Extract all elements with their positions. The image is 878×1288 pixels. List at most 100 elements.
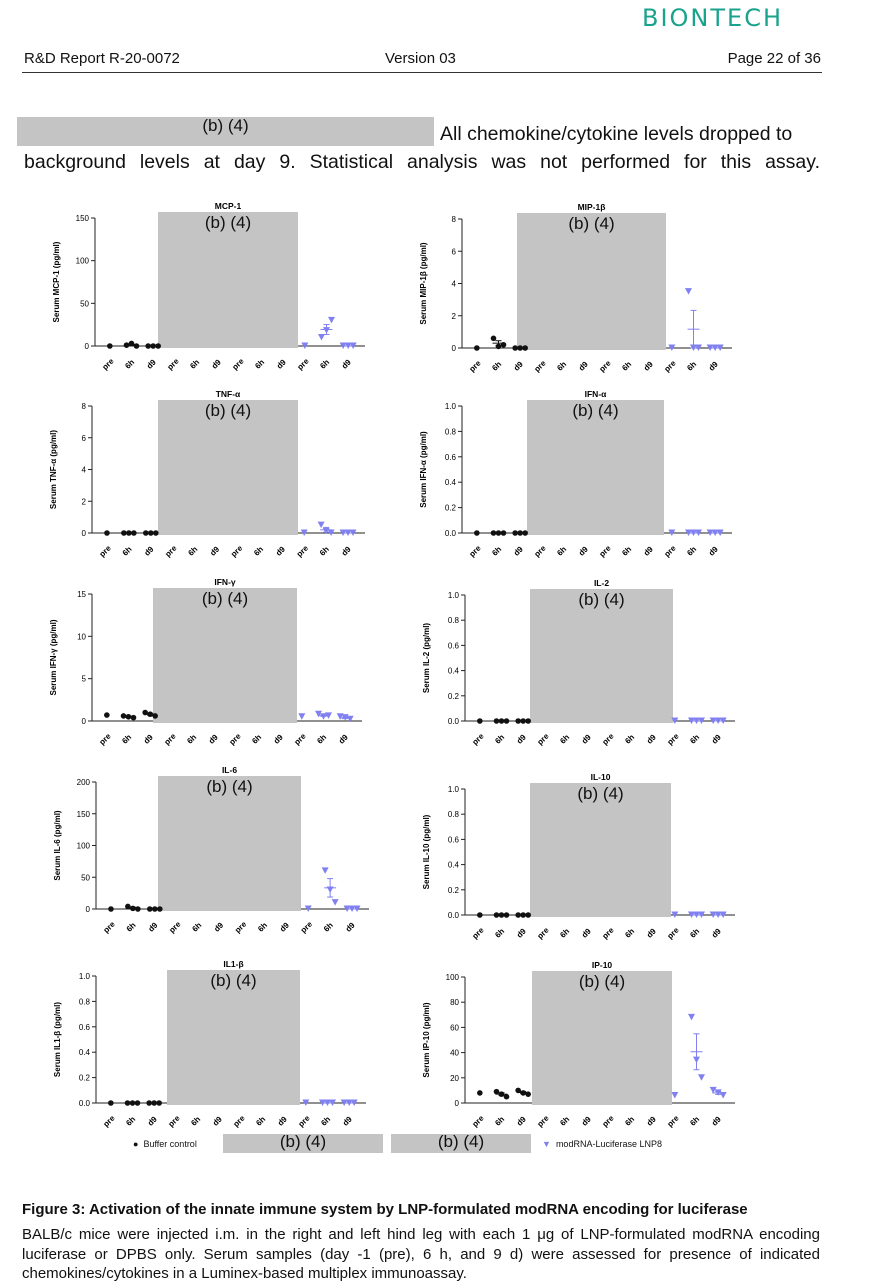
y-tick-label: 4	[452, 280, 457, 289]
version-label: Version 03	[385, 50, 456, 67]
x-tick-label: 6h	[623, 1115, 636, 1128]
lnp-point	[318, 333, 325, 341]
lnp-point	[685, 288, 692, 295]
x-tick-label: 6h	[185, 733, 198, 746]
x-tick-label: d9	[580, 732, 593, 745]
redaction-box	[158, 400, 298, 535]
x-tick-label: 6h	[318, 358, 331, 371]
lnp-point	[304, 905, 312, 912]
redaction-label: (b) (4)	[568, 214, 614, 233]
y-tick-label: 1.0	[448, 591, 460, 600]
x-tick-label: 6h	[254, 1115, 267, 1128]
chart-panel-2: 0 2 4 6 8 Serum MIP-1β (pg/ml) pre 6h d9 pre 6h d9 p…	[419, 202, 732, 374]
x-tick-label: 6h	[250, 733, 263, 746]
x-tick-label: pre	[665, 731, 681, 747]
redaction-label: (b) (4)	[210, 971, 256, 990]
figure-caption-body: BALB/c mice were injected i.m. in the ri…	[22, 1226, 820, 1282]
x-tick-label: d9	[340, 544, 353, 557]
intro-line-1: All chemokine/cytokine levels dropped to	[440, 123, 793, 145]
x-tick-label: d9	[145, 357, 158, 370]
panel-title: IL-10	[591, 772, 611, 782]
y-tick-label: 150	[77, 810, 91, 819]
x-tick-label: pre	[165, 356, 181, 372]
intro-line-2: background levels at day 9. Statistical …	[24, 151, 820, 173]
y-axis-label: Serum IP-10 (pg/ml)	[422, 1002, 431, 1077]
buffer-point	[477, 718, 483, 724]
x-tick-label: d9	[512, 544, 525, 557]
y-tick-label: 0.2	[445, 504, 457, 513]
y-tick-label: 0.8	[445, 427, 457, 436]
y-tick-label: 0.0	[445, 529, 457, 538]
redaction-box	[158, 776, 301, 911]
y-tick-label: 1.0	[445, 402, 457, 411]
x-tick-label: d9	[642, 544, 655, 557]
x-tick-label: pre	[662, 543, 678, 559]
redaction-label: (b) (4)	[578, 590, 624, 609]
x-tick-label: pre	[470, 925, 486, 941]
redaction-label: (b) (4)	[577, 784, 623, 803]
report-id: R&D Report R-20-0072	[24, 50, 180, 67]
lnp-point	[321, 867, 329, 874]
y-axis-label: Serum TNF-α (pg/ml)	[49, 430, 58, 509]
y-tick-label: 0.8	[79, 997, 91, 1006]
x-tick-label: d9	[512, 359, 525, 372]
y-axis-label: Serum MIP-1β (pg/ml)	[419, 242, 428, 325]
x-tick-label: d9	[146, 1114, 159, 1127]
lnp-point	[300, 529, 308, 536]
x-tick-label: d9	[710, 732, 723, 745]
x-tick-label: 6h	[253, 358, 266, 371]
page-number: Page 22 of 36	[727, 50, 821, 67]
x-tick-label: pre	[665, 1113, 681, 1129]
biontech-logo: BIONTECH	[642, 4, 784, 32]
legend-lnp-label: modRNA-Luciferase LNP8	[555, 1139, 662, 1149]
y-tick-label: 0	[452, 344, 457, 353]
x-tick-label: 6h	[490, 360, 503, 373]
y-tick-label: 0.2	[448, 886, 460, 895]
x-tick-label: 6h	[685, 360, 698, 373]
x-tick-label: d9	[275, 357, 288, 370]
panel-title: IL1-β	[223, 959, 243, 969]
redaction-label: (b) (4)	[205, 401, 251, 420]
intro-redaction-label: (b) (4)	[202, 116, 249, 135]
y-tick-label: 6	[452, 247, 457, 256]
x-tick-label: pre	[292, 731, 308, 747]
panel-title: IL-6	[222, 765, 237, 775]
y-tick-label: 0.0	[448, 717, 460, 726]
lnp-point	[331, 899, 339, 906]
y-axis-label: Serum IL1-β (pg/ml)	[53, 1002, 62, 1077]
buffer-point	[135, 906, 141, 912]
buffer-point	[130, 714, 137, 721]
y-axis-label: Serum MCP-1 (pg/ml)	[52, 241, 61, 322]
redaction-label: (b) (4)	[205, 213, 251, 232]
x-tick-label: 6h	[123, 358, 136, 371]
x-tick-label: d9	[142, 732, 155, 745]
x-tick-label: 6h	[120, 733, 133, 746]
x-tick-label: pre	[227, 731, 243, 747]
x-tick-label: pre	[535, 731, 551, 747]
x-tick-label: pre	[597, 543, 613, 559]
buffer-point	[490, 335, 497, 342]
redaction-box	[167, 970, 300, 1105]
lnp-point	[298, 713, 306, 720]
redaction-label: (b) (4)	[572, 401, 618, 420]
y-tick-label: 150	[76, 214, 90, 223]
y-axis-label: Serum IL-10 (pg/ml)	[422, 814, 431, 889]
x-tick-label: d9	[272, 732, 285, 745]
x-tick-label: pre	[166, 1113, 182, 1129]
x-tick-label: 6h	[124, 1115, 137, 1128]
x-tick-label: d9	[340, 357, 353, 370]
x-tick-label: pre	[532, 543, 548, 559]
x-tick-label: d9	[645, 1114, 658, 1127]
x-tick-label: pre	[100, 356, 116, 372]
panel-title: IFN-α	[585, 389, 608, 399]
buffer-point	[107, 343, 113, 349]
x-tick-label: d9	[341, 1114, 354, 1127]
x-tick-label: pre	[662, 358, 678, 374]
buffer-point	[515, 1087, 521, 1094]
x-tick-label: d9	[580, 926, 593, 939]
x-tick-label: pre	[600, 731, 616, 747]
y-tick-label: 15	[77, 590, 86, 599]
panel-title: TNF-α	[216, 389, 241, 399]
chart-panel-8: 0.0 0.2 0.4 0.6 0.8 1.0 Serum IL-10 (pg/ml) pre…	[422, 772, 735, 941]
x-tick-label: d9	[577, 544, 590, 557]
